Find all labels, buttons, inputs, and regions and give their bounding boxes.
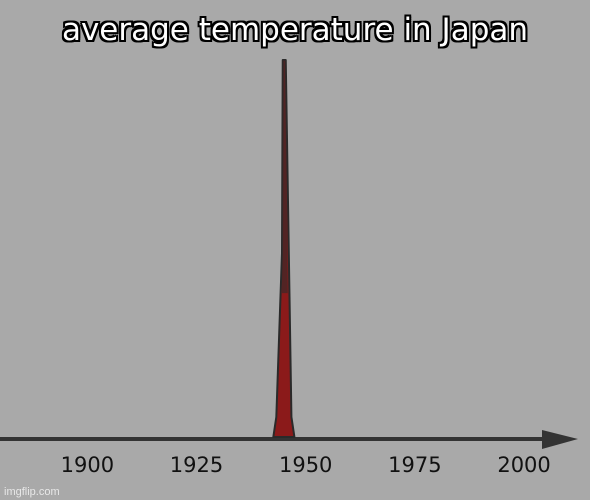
x-tick-label-1900: 1900 bbox=[61, 453, 114, 477]
x-axis-arrow bbox=[542, 430, 578, 449]
temperature-spike bbox=[272, 59, 296, 438]
x-tick-label-1950: 1950 bbox=[279, 453, 332, 477]
imgflip-watermark: imgflip.com bbox=[4, 486, 60, 498]
x-tick-label-1925: 1925 bbox=[170, 453, 223, 477]
spike-shade-0 bbox=[281, 60, 288, 294]
x-tick-labels: 1900 1925 1950 1975 2000 bbox=[61, 453, 551, 477]
x-tick-label-2000: 2000 bbox=[497, 453, 550, 477]
chart-title: average temperature in Japan bbox=[61, 12, 529, 48]
x-tick-label-1975: 1975 bbox=[388, 453, 441, 477]
